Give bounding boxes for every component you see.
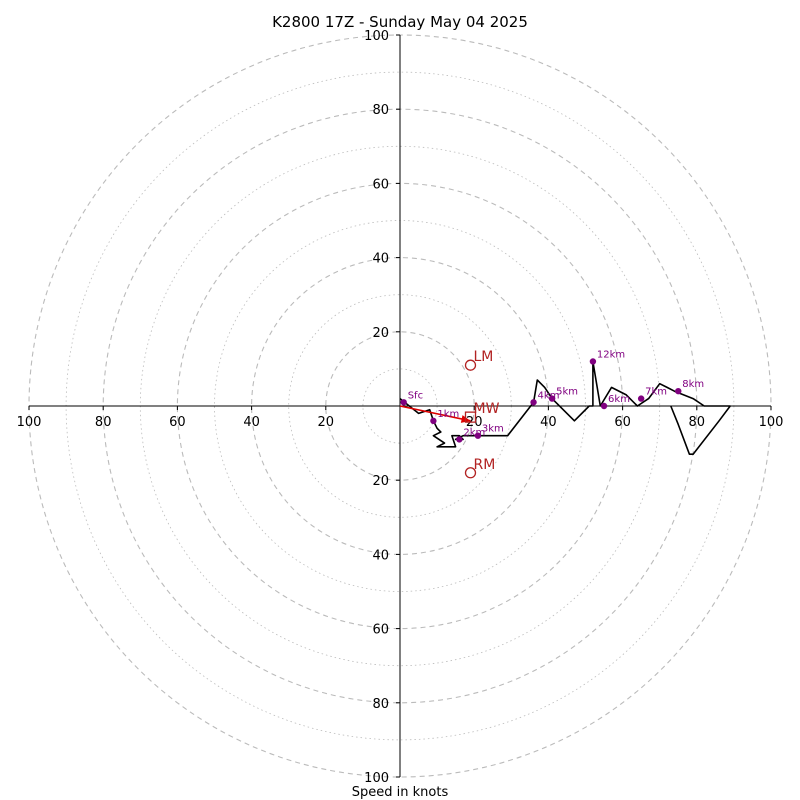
storm-motion-rm-label: RM (473, 457, 495, 473)
height-marker-12km (589, 358, 597, 365)
height-label-12km: 12km (597, 349, 625, 360)
height-label-4km: 4km (538, 390, 560, 401)
y-tick-label: 20 (372, 326, 389, 341)
x-tick-label: 40 (243, 415, 260, 430)
storm-motion-mw-marker (464, 411, 477, 423)
height-label-8km: 8km (682, 379, 704, 390)
height-label-2km: 2km (463, 427, 485, 438)
height-label-6km: 6km (608, 394, 630, 405)
storm-motion-lm-label: LM (473, 349, 493, 365)
height-marker-3km (474, 432, 482, 439)
storm-motion-mw-label: MW (473, 401, 499, 417)
x-tick-label: 100 (17, 415, 42, 430)
height-marker-4km (530, 399, 537, 406)
shear-vector-line (399, 405, 471, 422)
height-marker-2km (456, 436, 463, 443)
y-tick-label: 100 (364, 771, 389, 786)
y-tick-label: 80 (372, 103, 389, 118)
x-tick-label: 60 (169, 415, 186, 430)
chart-title: K2800 17Z - Sunday May 04 2025 (272, 13, 528, 31)
x-tick-label: 60 (614, 415, 631, 430)
y-tick-label: 40 (372, 548, 389, 563)
height-marker-sfc (400, 399, 407, 406)
y-tick-label: 40 (372, 252, 389, 267)
y-tick-label: 80 (372, 697, 389, 712)
y-tick-label: 20 (372, 474, 389, 489)
x-tick-label: 100 (759, 415, 784, 430)
height-marker-5km (548, 395, 556, 402)
height-label-1km: 1km (437, 409, 459, 420)
x-tick-label: 80 (95, 415, 112, 430)
y-tick-label: 60 (372, 177, 389, 192)
x-tick-label: 80 (689, 415, 706, 430)
storm-motion-lm-marker (464, 359, 477, 371)
height-label-7km: 7km (645, 387, 667, 398)
height-marker-1km (430, 417, 437, 425)
y-tick-label: 60 (372, 623, 389, 638)
storm-motion-rm-marker (464, 467, 477, 479)
x-tick-label: 40 (540, 415, 557, 430)
height-label-5km: 5km (556, 387, 578, 398)
x-tick-label: 20 (318, 415, 335, 430)
height-marker-6km (600, 402, 608, 410)
y-tick-label: 100 (364, 29, 389, 44)
height-label-3km: 3km (482, 424, 504, 435)
height-marker-7km (637, 395, 645, 402)
storm-motion-markers: LM MW RM (464, 349, 500, 479)
x-axis-label: Speed in knots (352, 785, 449, 800)
height-marker-8km (675, 387, 682, 395)
height-label-sfc: Sfc (408, 390, 423, 401)
